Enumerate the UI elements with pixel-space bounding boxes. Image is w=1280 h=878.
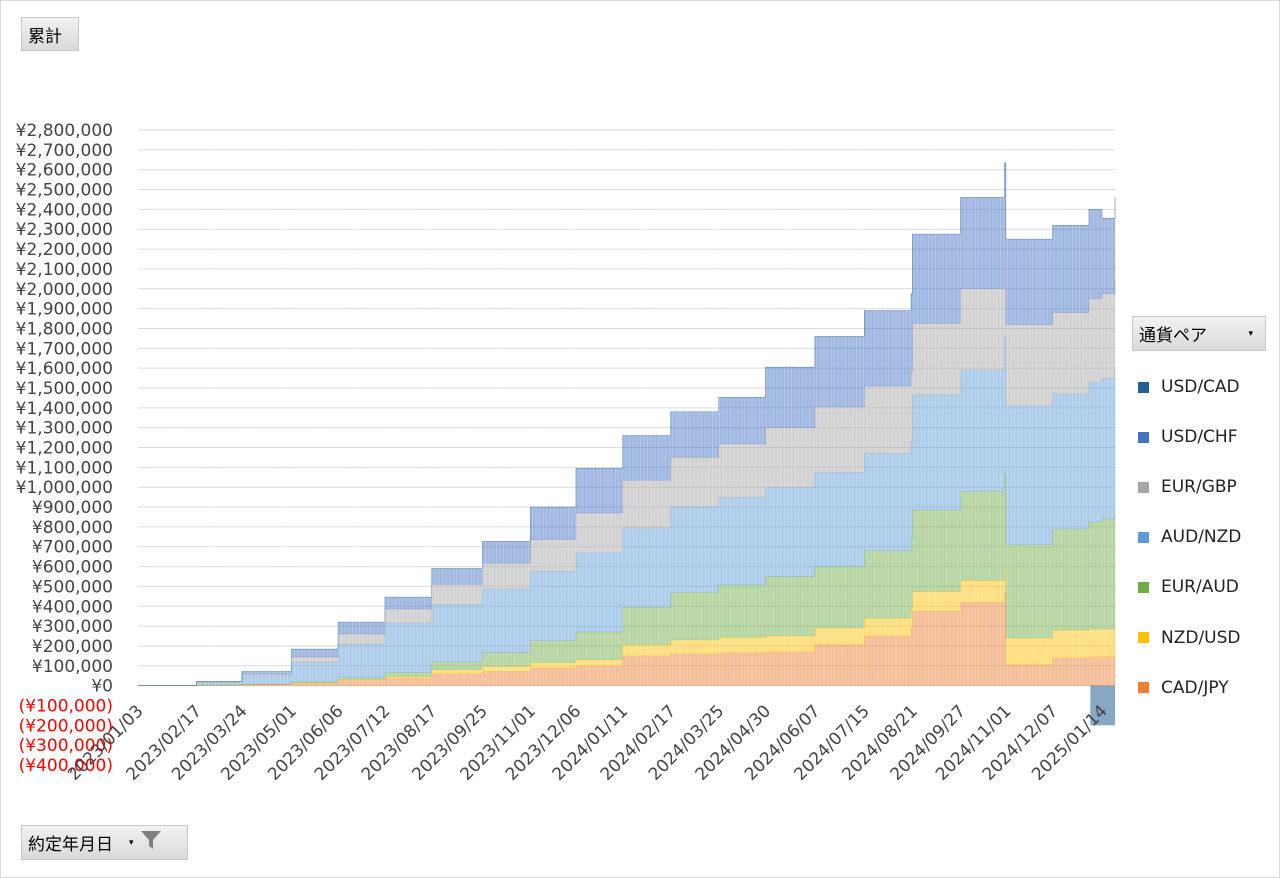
legend-label: NZD/USD — [1161, 627, 1241, 648]
y-tick-label: ¥500,000 — [32, 577, 113, 597]
y-tick-label: (¥400,000) — [19, 756, 113, 776]
y-tick-label: ¥1,600,000 — [16, 359, 113, 379]
y-tick-label: ¥2,300,000 — [16, 220, 113, 240]
legend: USD/CAD USD/CHF EUR/GBP AUD/NZD EUR/AUD NZD/U… — [1138, 362, 1278, 713]
y-tick-label: ¥1,500,000 — [16, 379, 113, 399]
legend-item-nzd-usd[interactable]: NZD/USD — [1138, 612, 1278, 662]
y-tick-label: ¥2,600,000 — [16, 161, 113, 181]
legend-label: USD/CHF — [1161, 427, 1238, 448]
legend-label: EUR/GBP — [1161, 477, 1237, 498]
y-tick-label: ¥1,800,000 — [16, 319, 113, 339]
y-tick-label: ¥700,000 — [32, 538, 113, 558]
series-areas — [138, 162, 1116, 726]
area-usd-chf — [138, 162, 1116, 686]
y-tick-label: ¥800,000 — [32, 518, 113, 538]
y-tick-label: ¥2,700,000 — [16, 141, 113, 161]
legend-item-eur-gbp[interactable]: EUR/GBP — [1138, 462, 1278, 512]
legend-label: CAD/JPY — [1161, 677, 1229, 698]
y-tick-label: ¥1,700,000 — [16, 339, 113, 359]
bar-stripes — [139, 130, 1113, 686]
negative-bar-usd-cad — [1102, 685, 1115, 726]
value-field-label: 累計 — [28, 26, 62, 47]
legend-item-usd-cad[interactable]: USD/CAD — [1138, 362, 1278, 412]
y-tick-label: ¥1,300,000 — [16, 419, 113, 439]
y-tick-label: (¥300,000) — [19, 736, 113, 756]
y-tick-label: ¥600,000 — [32, 558, 113, 578]
y-tick-label: ¥2,200,000 — [16, 240, 113, 260]
dropdown-arrow-icon: ▾ — [129, 837, 134, 848]
y-tick-label: ¥2,800,000 — [16, 121, 113, 141]
y-tick-label: ¥1,100,000 — [16, 458, 113, 478]
filter-icon[interactable] — [140, 830, 162, 855]
y-tick-label: ¥1,200,000 — [16, 439, 113, 459]
y-tick-label: ¥1,900,000 — [16, 300, 113, 320]
legend-label: AUD/NZD — [1161, 527, 1242, 548]
legend-item-aud-nzd[interactable]: AUD/NZD — [1138, 512, 1278, 562]
y-tick-label: ¥200,000 — [32, 637, 113, 657]
negative-bar-usd-cad — [1090, 685, 1103, 726]
y-tick-label: ¥300,000 — [32, 617, 113, 637]
axis-field-label: 約定年月日 — [28, 835, 113, 855]
y-tick-label: ¥0 — [91, 677, 113, 697]
legend-swatch — [1138, 481, 1149, 493]
legend-label: EUR/AUD — [1161, 577, 1239, 598]
y-tick-label: (¥200,000) — [19, 716, 113, 736]
y-tick-label: ¥900,000 — [32, 498, 113, 518]
legend-swatch — [1138, 531, 1149, 543]
dropdown-arrow-icon: ▾ — [1248, 328, 1253, 339]
value-field-button[interactable]: 累計 — [21, 17, 79, 51]
y-tick-label: ¥2,500,000 — [16, 181, 113, 201]
y-tick-label: ¥2,000,000 — [16, 280, 113, 300]
legend-label: USD/CAD — [1161, 377, 1240, 398]
legend-field-label: 通貨ペア — [1139, 326, 1207, 346]
y-tick-label: ¥2,400,000 — [16, 200, 113, 220]
area-usd-cad — [138, 162, 1116, 686]
legend-item-usd-chf[interactable]: USD/CHF — [1138, 412, 1278, 462]
y-tick-label: (¥100,000) — [19, 696, 113, 716]
legend-field-button[interactable]: 通貨ペア ▾ — [1132, 316, 1266, 351]
area-cad-jpy — [138, 592, 1116, 686]
y-tick-label: ¥1,400,000 — [16, 399, 113, 419]
y-tick-label: ¥1,000,000 — [16, 478, 113, 498]
legend-swatch — [1138, 682, 1149, 694]
y-tick-label: ¥400,000 — [32, 597, 113, 617]
y-tick-label: ¥2,100,000 — [16, 260, 113, 280]
axis-field-button[interactable]: 約定年月日 ▾ — [21, 825, 188, 860]
y-axis: ¥2,800,000¥2,700,000¥2,600,000¥2,500,000… — [16, 121, 113, 776]
legend-swatch — [1138, 431, 1149, 443]
legend-item-cad-jpy[interactable]: CAD/JPY — [1138, 663, 1278, 713]
legend-swatch — [1138, 381, 1149, 393]
x-axis: 2023/01/032023/02/172023/03/242023/05/01… — [64, 701, 1111, 784]
legend-swatch — [1138, 581, 1149, 593]
y-tick-label: ¥100,000 — [32, 657, 113, 677]
legend-swatch — [1138, 632, 1149, 644]
legend-item-eur-aud[interactable]: EUR/AUD — [1138, 562, 1278, 612]
